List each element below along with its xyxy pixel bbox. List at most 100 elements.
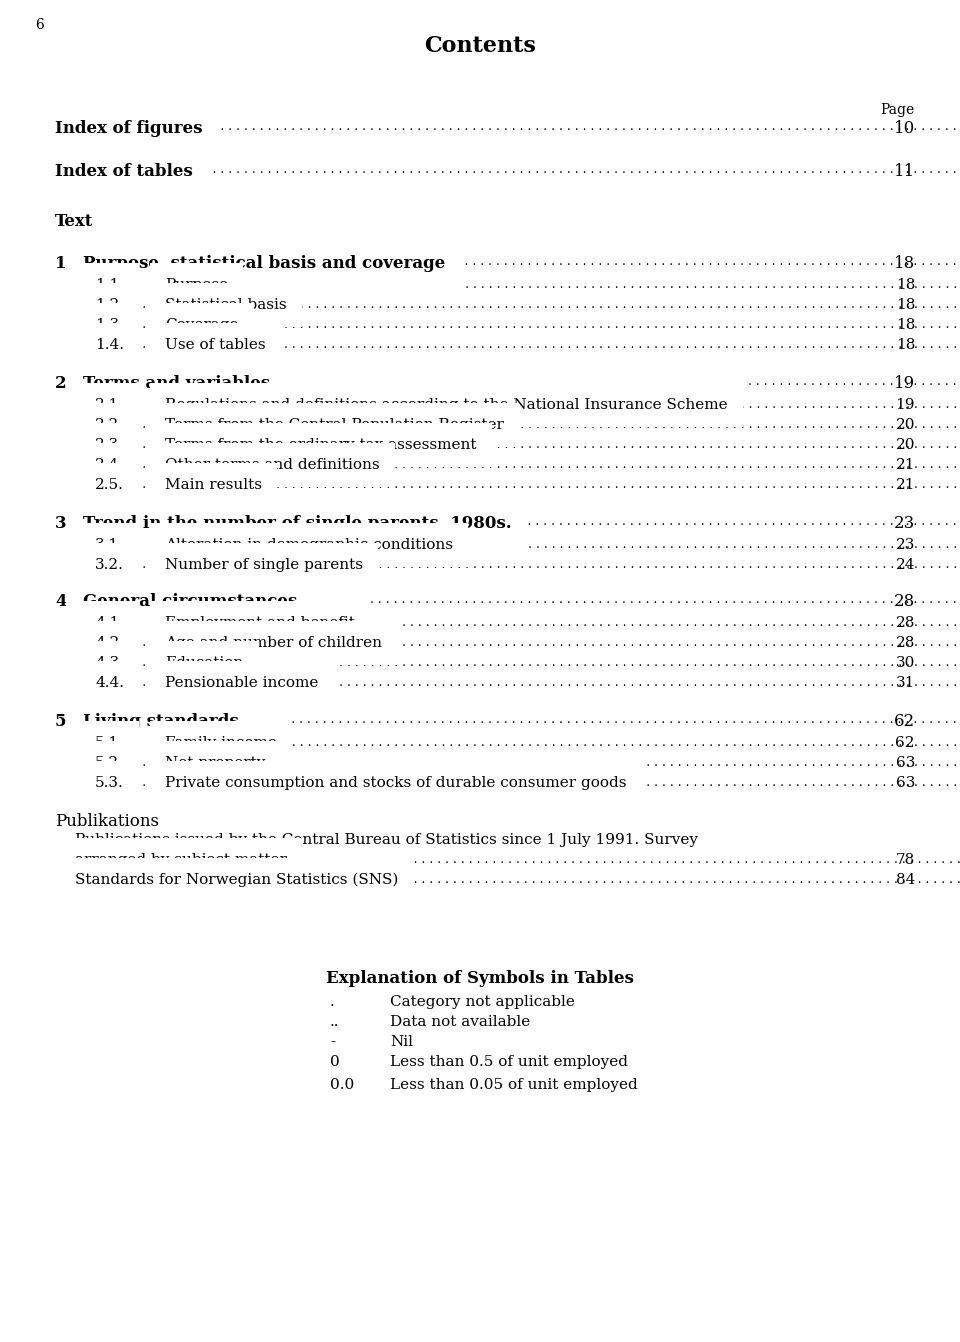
Text: 20: 20 [896, 417, 915, 432]
Text: . . . . . . . . . . . . . . . . . . . . . . . . . . . . . . . . . . . . . . . . : . . . . . . . . . . . . . . . . . . . . … [95, 776, 960, 789]
Text: 2.1.: 2.1. [95, 399, 124, 412]
Text: . . . . . . . . . . . . . . . . . . . . . . . . . . . . . . . . . . . . . . . . : . . . . . . . . . . . . . . . . . . . . … [95, 458, 960, 471]
Text: . . . . . . . . . . . . . . . . . . . . . . . . . . . . . . . . . . . . . . . . : . . . . . . . . . . . . . . . . . . . . … [75, 874, 960, 886]
Text: 18: 18 [896, 298, 915, 311]
Text: 10: 10 [894, 119, 915, 137]
Text: Less than 0.05 of unit employed: Less than 0.05 of unit employed [390, 1078, 637, 1092]
Text: Coverage: Coverage [165, 318, 238, 331]
Text: Contents: Contents [424, 35, 536, 56]
Text: 2.3.: 2.3. [95, 437, 124, 452]
Text: . . . . . . . . . . . . . . . . . . . . . . . . . . . . . . . . . . . . . . . . : . . . . . . . . . . . . . . . . . . . . … [55, 374, 960, 388]
Text: 4.: 4. [55, 593, 72, 611]
Text: 19: 19 [894, 374, 915, 392]
Text: -: - [330, 1035, 335, 1049]
Text: 1.3.: 1.3. [95, 318, 124, 331]
Text: 62: 62 [894, 713, 915, 730]
Text: . . . . . . . . . . . . . . . . . . . . . . . . . . . . . . . . . . . . . . . . : . . . . . . . . . . . . . . . . . . . . … [95, 318, 960, 331]
Text: 18: 18 [896, 338, 915, 352]
Text: Employment and benefit: Employment and benefit [165, 616, 355, 629]
Text: . . . . . . . . . . . . . . . . . . . . . . . . . . . . . . . . . . . . . . . . : . . . . . . . . . . . . . . . . . . . . … [55, 515, 960, 527]
Text: 4.2.: 4.2. [95, 636, 124, 650]
Text: Index of tables: Index of tables [55, 162, 193, 180]
Text: 4.3.: 4.3. [95, 656, 124, 670]
Text: . . . . . . . . . . . . . . . . . . . . . . . . . . . . . . . . . . . . . . . . : . . . . . . . . . . . . . . . . . . . . … [55, 593, 960, 607]
Text: . . . . . . . . . . . . . . . . . . . . . . . . . . . . . . . . . . . . . . . . : . . . . . . . . . . . . . . . . . . . . … [55, 119, 960, 133]
Text: . . . . . . . . . . . . . . . . . . . . . . . . . . . . . . . . . . . . . . . . : . . . . . . . . . . . . . . . . . . . . … [95, 756, 960, 769]
Text: . . . . . . . . . . . . . . . . . . . . . . . . . . . . . . . . . . . . . . . . : . . . . . . . . . . . . . . . . . . . . … [95, 417, 960, 431]
Text: . . . . . . . . . . . . . . . . . . . . . . . . . . . . . . . . . . . . . . . . : . . . . . . . . . . . . . . . . . . . . … [55, 162, 960, 176]
Text: Data not available: Data not available [390, 1015, 530, 1029]
Text: Statistical basis: Statistical basis [165, 298, 287, 311]
Text: 31: 31 [896, 676, 915, 690]
Text: Pensionable income: Pensionable income [165, 676, 319, 690]
Text: 63: 63 [896, 776, 915, 790]
Text: 5.2.: 5.2. [95, 756, 124, 770]
Text: 23: 23 [894, 515, 915, 531]
Text: 2.: 2. [55, 374, 73, 392]
Text: . . . . . . . . . . . . . . . . . . . . . . . . . . . . . . . . . . . . . . . . : . . . . . . . . . . . . . . . . . . . . … [95, 399, 960, 411]
Text: 78: 78 [896, 854, 915, 867]
Text: 6: 6 [35, 17, 44, 32]
Text: 4.1.: 4.1. [95, 616, 124, 629]
Text: . . . . . . . . . . . . . . . . . . . . . . . . . . . . . . . . . . . . . . . . : . . . . . . . . . . . . . . . . . . . . … [95, 278, 960, 291]
Text: Trend in the number of single parents. 1980s.: Trend in the number of single parents. 1… [83, 515, 512, 531]
Text: 1.: 1. [55, 255, 72, 272]
Text: General circumstances: General circumstances [83, 593, 298, 611]
Text: . . . . . . . . . . . . . . . . . . . . . . . . . . . . . . . . . . . . . . . . : . . . . . . . . . . . . . . . . . . . . … [95, 478, 960, 491]
Text: Terms from the ordinary tax assessment: Terms from the ordinary tax assessment [165, 437, 476, 452]
Text: Main results: Main results [165, 478, 262, 493]
Text: Publikations: Publikations [55, 813, 159, 829]
Text: Page: Page [880, 103, 915, 117]
Text: . . . . . . . . . . . . . . . . . . . . . . . . . . . . . . . . . . . . . . . . : . . . . . . . . . . . . . . . . . . . . … [95, 538, 960, 552]
Text: 5.3.: 5.3. [95, 776, 124, 790]
Text: . . . . . . . . . . . . . . . . . . . . . . . . . . . . . . . . . . . . . . . . : . . . . . . . . . . . . . . . . . . . . … [95, 437, 960, 451]
Text: Age and number of children: Age and number of children [165, 636, 382, 650]
Text: . . . . . . . . . . . . . . . . . . . . . . . . . . . . . . . . . . . . . . . . : . . . . . . . . . . . . . . . . . . . . … [55, 713, 960, 726]
Text: 30: 30 [896, 656, 915, 670]
Text: . . . . . . . . . . . . . . . . . . . . . . . . . . . . . . . . . . . . . . . . : . . . . . . . . . . . . . . . . . . . . … [95, 636, 960, 650]
Text: Private consumption and stocks of durable consumer goods: Private consumption and stocks of durabl… [165, 776, 627, 790]
Text: . . . . . . . . . . . . . . . . . . . . . . . . . . . . . . . . . . . . . . . . : . . . . . . . . . . . . . . . . . . . . … [55, 255, 960, 268]
Text: Use of tables: Use of tables [165, 338, 266, 352]
Text: 5.: 5. [55, 713, 72, 730]
Text: 3.: 3. [55, 515, 73, 531]
Text: 2.2.: 2.2. [95, 417, 124, 432]
Text: Living standards: Living standards [83, 713, 239, 730]
Text: Standards for Norwegian Statistics (SNS): Standards for Norwegian Statistics (SNS) [75, 874, 398, 887]
Text: Index of figures: Index of figures [55, 119, 203, 137]
Text: 1.2.: 1.2. [95, 298, 124, 311]
Text: .: . [330, 994, 335, 1009]
Text: 28: 28 [896, 616, 915, 629]
Text: Publications issued by the Central Bureau of Statistics since 1 July 1991. Surve: Publications issued by the Central Burea… [75, 833, 698, 847]
Text: Nil: Nil [390, 1035, 413, 1049]
Text: Purpose: Purpose [165, 278, 228, 293]
Text: 21: 21 [896, 458, 915, 472]
Text: Family income: Family income [165, 735, 276, 750]
Text: 4.4.: 4.4. [95, 676, 124, 690]
Text: 23: 23 [896, 538, 915, 552]
Text: 63: 63 [896, 756, 915, 770]
Text: 84: 84 [896, 874, 915, 887]
Text: Explanation of Symbols in Tables: Explanation of Symbols in Tables [326, 970, 634, 986]
Text: 1.1.: 1.1. [95, 278, 124, 293]
Text: ..: .. [330, 1015, 340, 1029]
Text: 18: 18 [896, 278, 915, 293]
Text: 0: 0 [330, 1055, 340, 1070]
Text: 20: 20 [896, 437, 915, 452]
Text: 24: 24 [896, 558, 915, 572]
Text: . . . . . . . . . . . . . . . . . . . . . . . . . . . . . . . . . . . . . . . . : . . . . . . . . . . . . . . . . . . . . … [95, 298, 960, 311]
Text: . . . . . . . . . . . . . . . . . . . . . . . . . . . . . . . . . . . . . . . . : . . . . . . . . . . . . . . . . . . . . … [95, 616, 960, 629]
Text: 19: 19 [896, 399, 915, 412]
Text: . . . . . . . . . . . . . . . . . . . . . . . . . . . . . . . . . . . . . . . . : . . . . . . . . . . . . . . . . . . . . … [95, 338, 960, 352]
Text: 0.0: 0.0 [330, 1078, 354, 1092]
Text: . . . . . . . . . . . . . . . . . . . . . . . . . . . . . . . . . . . . . . . . : . . . . . . . . . . . . . . . . . . . . … [95, 735, 960, 749]
Text: 21: 21 [896, 478, 915, 493]
Text: . . . . . . . . . . . . . . . . . . . . . . . . . . . . . . . . . . . . . . . . : . . . . . . . . . . . . . . . . . . . . … [95, 676, 960, 688]
Text: Less than 0.5 of unit employed: Less than 0.5 of unit employed [390, 1055, 628, 1070]
Text: . . . . . . . . . . . . . . . . . . . . . . . . . . . . . . . . . . . . . . . . : . . . . . . . . . . . . . . . . . . . . … [95, 656, 960, 670]
Text: Other terms and definitions: Other terms and definitions [165, 458, 379, 472]
Text: 62: 62 [896, 735, 915, 750]
Text: Education: Education [165, 656, 243, 670]
Text: Alteration in demographic conditions: Alteration in demographic conditions [165, 538, 453, 552]
Text: 28: 28 [894, 593, 915, 611]
